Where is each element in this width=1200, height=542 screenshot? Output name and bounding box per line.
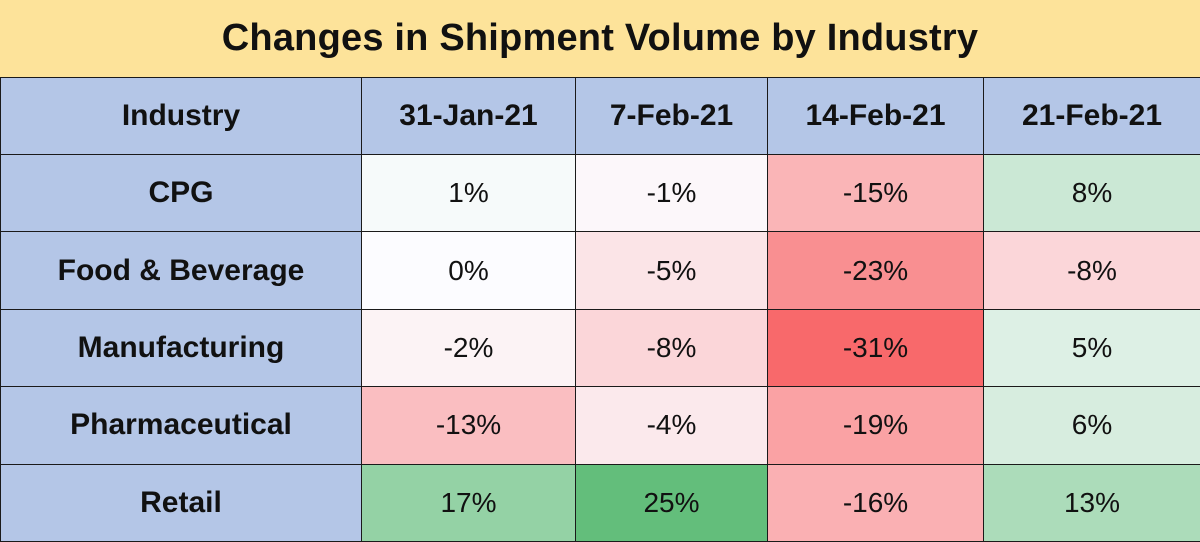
row-label: Pharmaceutical	[1, 387, 362, 464]
heatmap-cell: -15%	[768, 155, 984, 232]
heatmap-cell: -23%	[768, 232, 984, 309]
heatmap-cell: -31%	[768, 309, 984, 386]
heatmap-cell: 25%	[576, 464, 768, 541]
row-label: CPG	[1, 155, 362, 232]
header-date: 21-Feb-21	[984, 78, 1200, 155]
row-label: Food & Beverage	[1, 232, 362, 309]
heatmap-cell: -1%	[576, 155, 768, 232]
heatmap-cell: -19%	[768, 387, 984, 464]
heatmap-cell: 0%	[362, 232, 576, 309]
header-industry: Industry	[1, 78, 362, 155]
row-label: Manufacturing	[1, 309, 362, 386]
header-row: Industry 31-Jan-21 7-Feb-21 14-Feb-21 21…	[1, 78, 1200, 155]
heatmap-cell: 6%	[984, 387, 1200, 464]
heatmap-cell: 13%	[984, 464, 1200, 541]
table-row: Manufacturing-2%-8%-31%5%	[1, 309, 1200, 386]
header-date: 31-Jan-21	[362, 78, 576, 155]
row-label: Retail	[1, 464, 362, 541]
heatmap-cell: 17%	[362, 464, 576, 541]
heatmap-cell: 5%	[984, 309, 1200, 386]
heatmap-table: Industry 31-Jan-21 7-Feb-21 14-Feb-21 21…	[0, 77, 1200, 542]
heatmap-cell: -8%	[576, 309, 768, 386]
heatmap-cell: -13%	[362, 387, 576, 464]
table-row: Pharmaceutical-13%-4%-19%6%	[1, 387, 1200, 464]
header-date: 14-Feb-21	[768, 78, 984, 155]
heatmap-cell: -16%	[768, 464, 984, 541]
heatmap-cell: -2%	[362, 309, 576, 386]
header-date: 7-Feb-21	[576, 78, 768, 155]
chart-title-bar: Changes in Shipment Volume by Industry	[0, 0, 1200, 77]
chart-title: Changes in Shipment Volume by Industry	[222, 17, 978, 60]
heatmap-cell: -4%	[576, 387, 768, 464]
heatmap-cell: 8%	[984, 155, 1200, 232]
heatmap-cell: -5%	[576, 232, 768, 309]
heatmap-cell: 1%	[362, 155, 576, 232]
heatmap-cell: -8%	[984, 232, 1200, 309]
